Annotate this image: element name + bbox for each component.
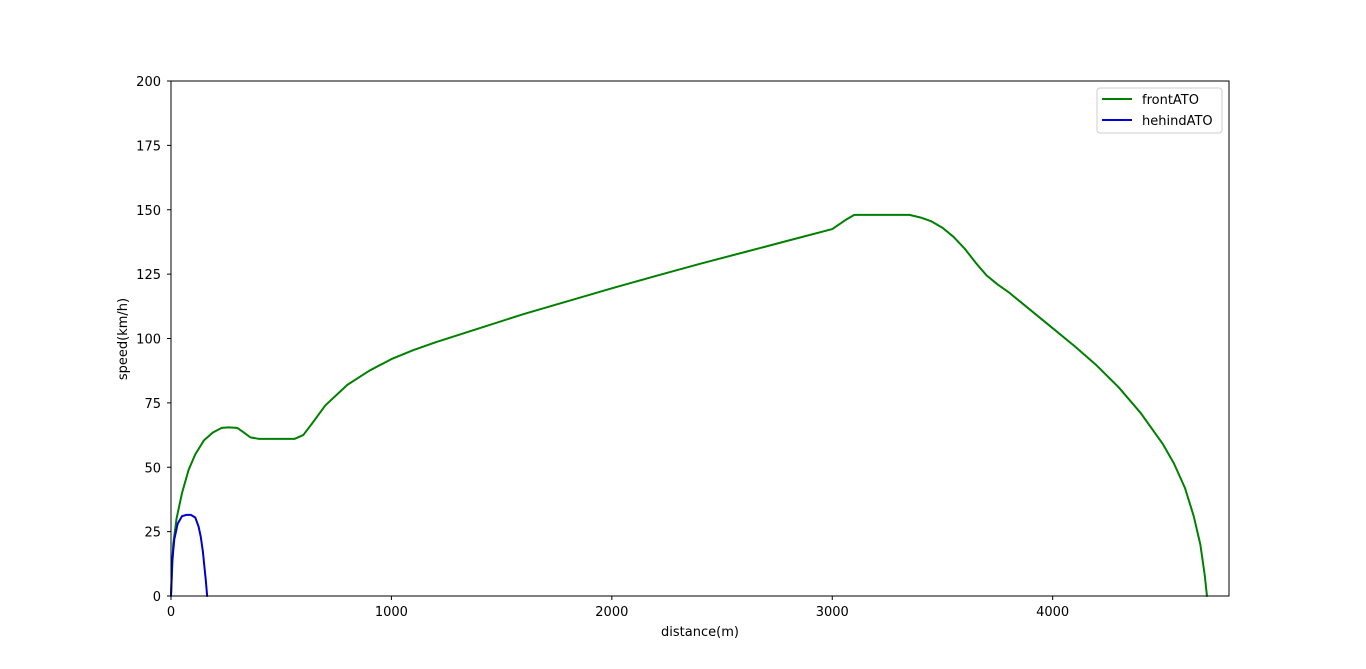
x-tick-label: 2000 [595, 605, 628, 620]
legend: frontATO hehindATO [1096, 87, 1223, 134]
legend-label-hehindato: hehindATO [1142, 114, 1213, 129]
x-tick-label: 1000 [375, 605, 408, 620]
y-tick-label: 175 [136, 139, 161, 154]
series-line-hehindato [170, 513, 209, 597]
y-tick-label: 100 [136, 333, 161, 348]
x-axis-label: distance(m) [661, 625, 739, 640]
y-tick-label: 200 [136, 75, 161, 90]
y-tick-label: 25 [144, 526, 161, 541]
x-tick-label: 4000 [1036, 605, 1069, 620]
y-tick-label: 150 [136, 204, 161, 219]
legend-label-frontato: frontATO [1142, 93, 1199, 108]
x-tick-label: 3000 [816, 605, 849, 620]
y-axis-ticks: 0 25 50 75 100 125 150 175 200 [136, 75, 171, 605]
y-axis-label: speed(km/h) [116, 298, 131, 380]
series-layer [170, 213, 1208, 597]
y-tick-label: 0 [153, 590, 161, 605]
x-tick-label: 0 [167, 605, 175, 620]
y-tick-label: 75 [144, 397, 161, 412]
y-tick-label: 125 [136, 268, 161, 283]
series-line-frontato [170, 213, 1208, 597]
y-tick-label: 50 [144, 461, 161, 476]
x-axis-ticks: 0 1000 2000 3000 4000 [167, 596, 1069, 620]
